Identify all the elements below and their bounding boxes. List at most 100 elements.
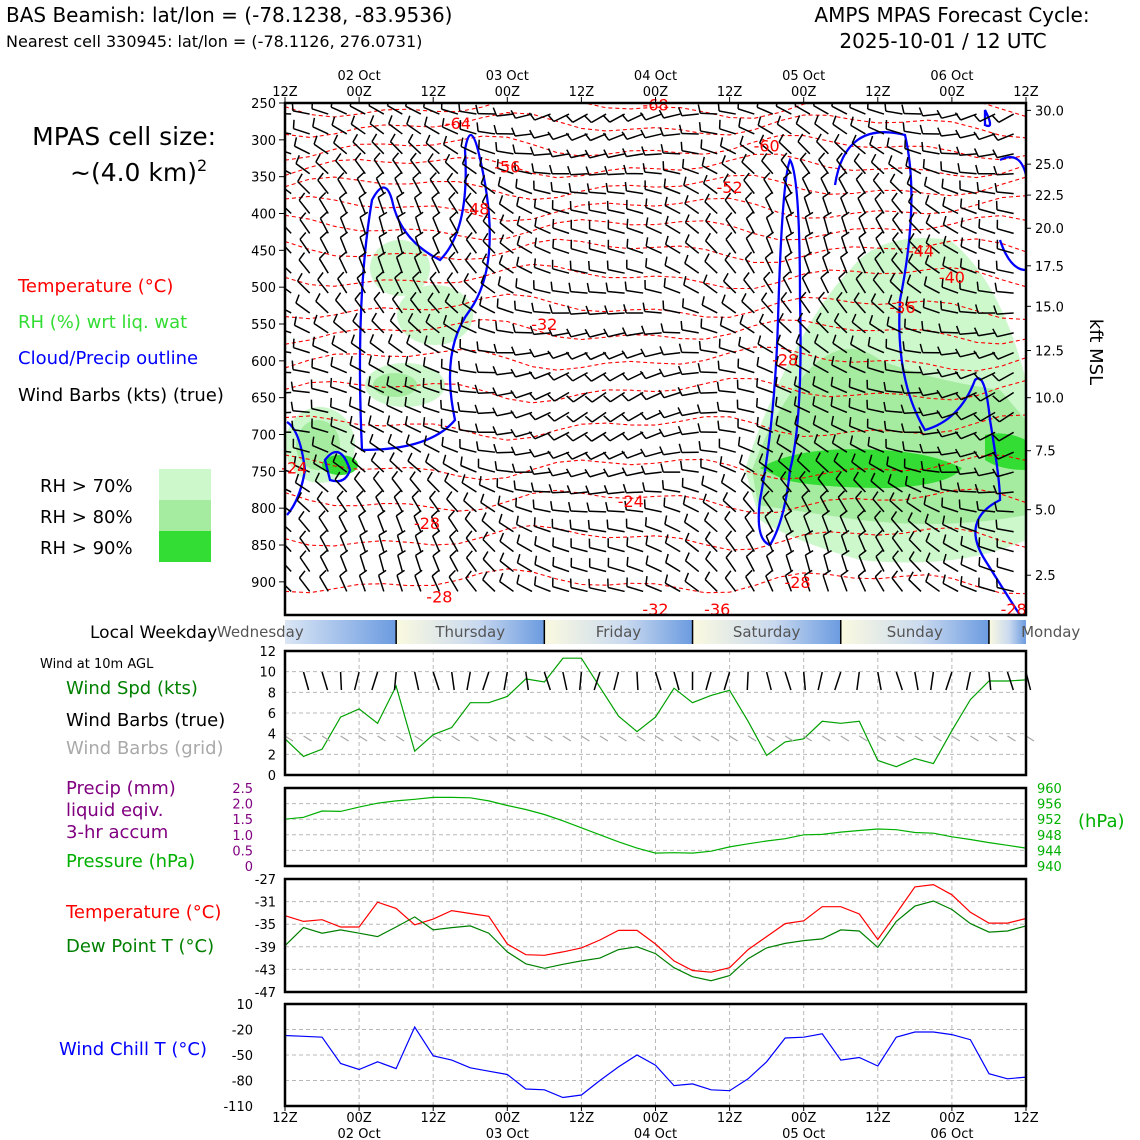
- wind-barb: [697, 104, 718, 115]
- wind-barb: [645, 535, 662, 553]
- wind-barb: [375, 171, 385, 194]
- wind-barb: [395, 251, 405, 274]
- pressure-tick-label-right: 940: [1037, 860, 1062, 875]
- wind-barb: [293, 137, 311, 155]
- wind-barb: [607, 578, 625, 593]
- surface-wind-barb: [856, 671, 861, 691]
- wind-barbs: [285, 103, 1015, 593]
- wind-barb: [440, 358, 459, 374]
- pressure-tick-label: 500: [251, 281, 276, 296]
- wind-barb: [831, 434, 848, 453]
- wind-barb: [587, 260, 607, 274]
- wind-barb: [938, 144, 959, 155]
- wind-barb: [547, 113, 570, 123]
- weekday-name: Monday: [1021, 623, 1080, 641]
- wind-barb: [815, 133, 829, 155]
- wind-barb: [831, 355, 848, 374]
- wind-barb: [639, 391, 662, 401]
- wind-barb: [683, 276, 700, 294]
- wind-barb: [994, 282, 1014, 294]
- wind-panel: 0 2 4 6 8 10 12: [259, 645, 1035, 784]
- temperature-label: -32: [642, 600, 668, 619]
- wind-barb: [680, 320, 699, 334]
- wind-barb: [705, 550, 718, 573]
- weekday-name: Sunday: [887, 623, 943, 641]
- top-tick-label: 00Z: [495, 85, 521, 100]
- wind-barb: [386, 376, 403, 394]
- wind-barb: [955, 465, 977, 475]
- wind-barb: [626, 556, 644, 573]
- surface-wind-barb: [413, 671, 420, 691]
- wind-barb: [721, 155, 737, 175]
- wind-barb: [584, 328, 607, 338]
- wind-barb: [395, 509, 404, 533]
- wind-barb: [386, 415, 403, 433]
- wind-barb: [925, 214, 941, 234]
- wind-barb: [973, 411, 996, 422]
- wind-barb: [319, 549, 329, 572]
- temperature-contour: [285, 195, 1026, 222]
- wind-barb: [942, 534, 959, 553]
- wind-barb: [510, 428, 533, 438]
- weekday-name: Saturday: [733, 623, 801, 641]
- legend-wind: Wind Barbs (kts) (true): [18, 385, 224, 406]
- wind-barb: [738, 117, 755, 135]
- wind-barb: [448, 529, 459, 553]
- wind-barb: [942, 235, 959, 254]
- top-tick-label: 00Z: [643, 85, 669, 100]
- wind-barb: [994, 182, 1014, 195]
- wind-barb: [585, 166, 607, 176]
- wind-barb: [432, 231, 441, 254]
- wind-barb: [973, 350, 996, 360]
- wind-barb: [821, 509, 831, 533]
- wind-barb: [396, 211, 406, 234]
- grid-wind-barb: [636, 735, 646, 742]
- wind-barb: [329, 377, 347, 394]
- wind-barb: [431, 191, 441, 214]
- wind-barb: [907, 512, 922, 533]
- wind-barb: [460, 456, 477, 473]
- wind-barb: [621, 431, 644, 441]
- wind-barb: [529, 325, 551, 336]
- wind-barb: [495, 321, 514, 334]
- wind-barb: [664, 196, 681, 215]
- wind-barb: [584, 149, 607, 159]
- wind-barb: [883, 401, 903, 414]
- wind-barb: [404, 415, 422, 433]
- wind-barb: [756, 416, 774, 433]
- wind-barb: [776, 334, 792, 354]
- wind-barb: [857, 191, 867, 214]
- grid-wind-barb: [377, 735, 386, 742]
- wind-barb: [369, 334, 385, 354]
- wind-barb: [495, 142, 514, 155]
- wind-barb: [741, 293, 755, 314]
- wind-barb: [570, 557, 588, 573]
- wind-barb: [569, 519, 588, 533]
- wind-barb: [337, 271, 348, 294]
- wind-barb: [942, 256, 959, 274]
- wind-barb: [359, 549, 369, 572]
- wind-barb: [316, 491, 329, 513]
- swatch-rh90: [159, 531, 211, 562]
- cloud-outline-path: [358, 133, 491, 452]
- wind-barb: [567, 501, 588, 513]
- temperature-label: -40: [939, 268, 965, 287]
- surface-wind-barb: [636, 671, 639, 691]
- wind-barb: [840, 211, 850, 234]
- wind-barb: [813, 433, 829, 453]
- wind-barb: [358, 251, 367, 274]
- wind-barb: [645, 237, 662, 254]
- wind-barb: [900, 423, 922, 434]
- wind-barb: [459, 120, 477, 135]
- wind-barb: [958, 499, 977, 513]
- wind-barb: [623, 164, 644, 175]
- wind-barb: [293, 456, 311, 473]
- wind-barb: [353, 471, 366, 493]
- grid-wind-barb: [506, 735, 516, 742]
- wind-barb: [332, 313, 348, 334]
- wind-barb: [960, 576, 977, 593]
- wind-barb: [552, 556, 570, 573]
- wind-barb: [474, 423, 495, 434]
- wind-barb: [296, 492, 311, 513]
